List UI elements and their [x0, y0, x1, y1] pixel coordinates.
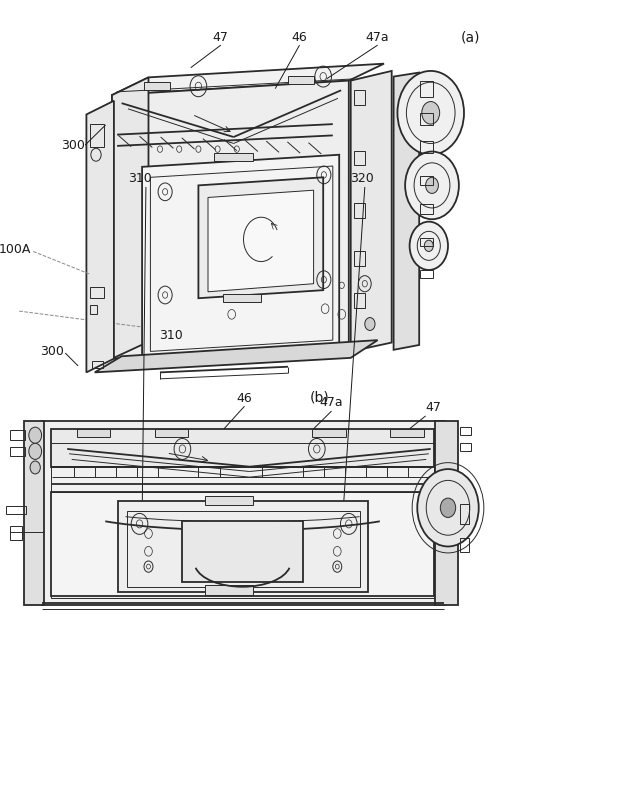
Text: (a): (a)	[461, 31, 480, 44]
Bar	[90, 124, 104, 147]
Polygon shape	[112, 77, 148, 359]
Bar	[312, 429, 346, 437]
Circle shape	[365, 318, 375, 330]
Polygon shape	[142, 155, 339, 357]
Bar	[10, 447, 25, 456]
Polygon shape	[198, 177, 323, 298]
Polygon shape	[435, 421, 458, 604]
Text: 47a: 47a	[366, 31, 389, 44]
Circle shape	[29, 427, 42, 443]
Polygon shape	[51, 492, 434, 596]
Polygon shape	[95, 340, 378, 372]
Circle shape	[397, 71, 464, 155]
Bar	[10, 526, 22, 540]
Bar	[205, 585, 253, 595]
Bar	[223, 294, 261, 302]
Circle shape	[410, 222, 448, 270]
Circle shape	[440, 498, 456, 517]
Text: 47: 47	[426, 401, 442, 414]
Bar	[77, 429, 110, 437]
Circle shape	[424, 240, 433, 251]
Circle shape	[426, 177, 438, 193]
Polygon shape	[86, 101, 114, 372]
Polygon shape	[182, 521, 303, 582]
Bar	[92, 361, 103, 368]
Bar	[354, 251, 365, 266]
Bar	[420, 113, 433, 125]
Bar	[90, 287, 104, 298]
Text: 310: 310	[159, 329, 182, 342]
Bar	[420, 141, 433, 153]
Polygon shape	[112, 64, 384, 95]
Polygon shape	[351, 71, 392, 351]
Bar	[90, 305, 97, 314]
Text: 100A: 100A	[0, 243, 31, 256]
Bar	[460, 443, 471, 451]
Bar	[288, 76, 314, 84]
Bar	[420, 238, 433, 246]
Text: 300: 300	[61, 139, 84, 152]
Polygon shape	[112, 81, 349, 359]
Text: 47: 47	[213, 31, 228, 44]
Bar	[144, 82, 170, 90]
Text: 300: 300	[40, 345, 64, 358]
Bar	[460, 538, 469, 552]
Text: 320: 320	[349, 172, 374, 185]
Polygon shape	[394, 73, 419, 350]
Bar	[205, 496, 253, 505]
Bar	[354, 151, 365, 165]
Circle shape	[417, 469, 479, 546]
Bar	[155, 429, 188, 437]
Bar	[420, 270, 433, 278]
Polygon shape	[51, 429, 434, 467]
Bar	[390, 429, 424, 437]
Bar	[6, 506, 26, 514]
Text: 310: 310	[127, 172, 152, 185]
Polygon shape	[208, 190, 314, 292]
Circle shape	[30, 461, 40, 474]
Polygon shape	[24, 421, 44, 604]
Text: 46: 46	[292, 31, 307, 44]
Bar	[420, 204, 433, 214]
Bar	[214, 153, 253, 161]
Text: 46: 46	[237, 392, 252, 405]
Circle shape	[29, 443, 42, 459]
Text: 47a: 47a	[320, 397, 343, 409]
Bar	[460, 427, 471, 435]
Bar	[354, 203, 365, 218]
Bar	[10, 430, 25, 440]
Polygon shape	[42, 421, 445, 604]
Bar	[420, 176, 433, 185]
Polygon shape	[118, 501, 368, 592]
Bar	[420, 81, 433, 97]
Text: (b): (b)	[310, 391, 330, 405]
Circle shape	[405, 152, 459, 219]
Circle shape	[422, 102, 440, 124]
Bar	[354, 90, 365, 105]
Bar	[354, 293, 365, 308]
Bar	[460, 504, 469, 524]
